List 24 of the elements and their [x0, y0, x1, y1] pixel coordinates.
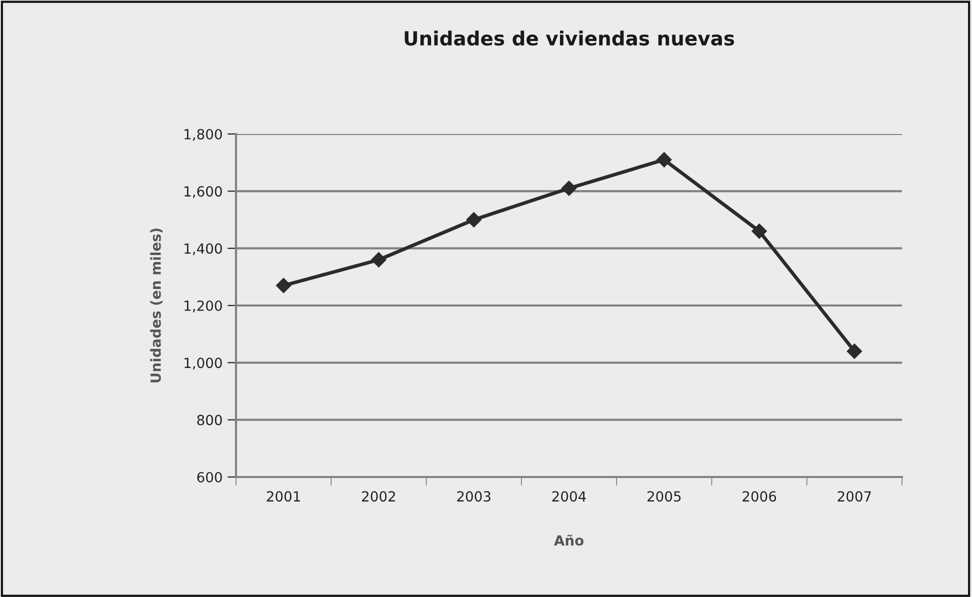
y-tick-label: 1,000: [184, 358, 222, 370]
x-tick-label: 2001: [266, 491, 300, 502]
x-tick-label: 2002: [362, 491, 395, 502]
chart-title: Unidades de viviendas nuevas: [404, 30, 734, 46]
y-tick-label: 600: [197, 472, 222, 482]
y-tick-label: 800: [197, 414, 222, 426]
point: [371, 252, 386, 268]
y-tick-label: 1,400: [184, 243, 222, 256]
x-tick-label: 2003: [457, 491, 490, 502]
x-tick-label: 2007: [838, 491, 871, 502]
point: [466, 212, 482, 228]
y-axis-title: Unidades (en miles): [150, 228, 163, 382]
point: [846, 344, 862, 359]
y-tick-label: 1,800: [184, 128, 222, 141]
point: [752, 224, 767, 239]
x-axis-title: Año: [554, 534, 584, 546]
x-tick-label: 2006: [742, 491, 776, 502]
point: [656, 152, 672, 168]
point: [561, 180, 577, 196]
y-tick-label: 1,600: [184, 186, 222, 198]
x-tick-label: 2005: [647, 491, 681, 502]
x-tick-label: 2004: [552, 491, 586, 502]
y-tick-label: 1,200: [184, 300, 222, 312]
point: [276, 278, 292, 294]
